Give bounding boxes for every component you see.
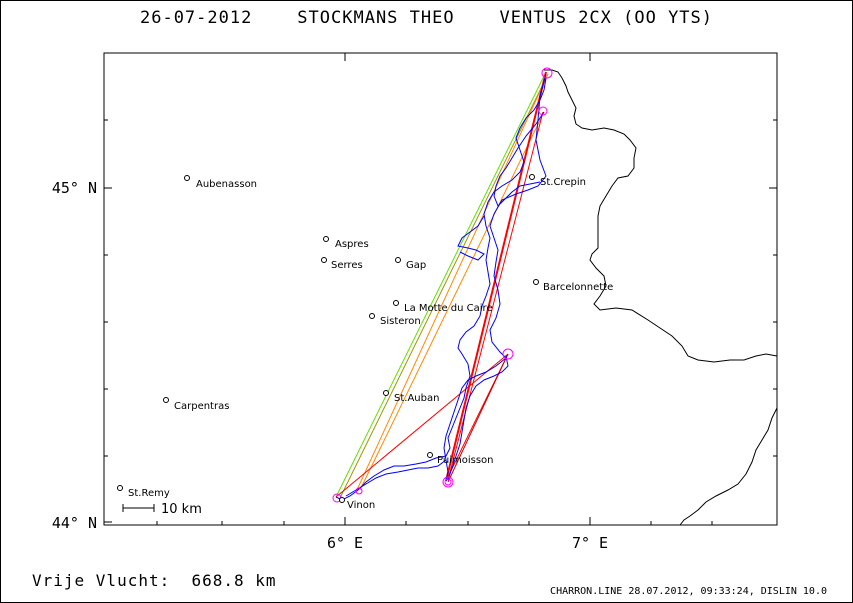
town-la-motte-du-caire: La Motte du Caire <box>404 303 493 314</box>
town-st-remy: St.Remy <box>128 488 170 499</box>
town-sisteron: Sisteron <box>380 316 421 327</box>
pilot-name: STOCKMANS THEO <box>297 8 455 28</box>
flight-date: 26-07-2012 <box>139 8 253 28</box>
flight-track-2 <box>443 73 547 482</box>
free-flight-distance: Vrije Vlucht: 668.8 km <box>32 571 277 590</box>
town-barcelonnette: Barcelonnette <box>543 282 613 293</box>
country-border <box>544 69 778 363</box>
town-aspres: Aspres <box>335 239 369 250</box>
coast-border <box>679 407 778 526</box>
town-st-crepin: St.Crepin <box>540 177 586 188</box>
distance-value: 668.8 km <box>191 571 277 590</box>
scale-bar-label: 10 km <box>161 502 202 517</box>
town-aubenasson: Aubenasson <box>196 179 257 190</box>
credit-line: CHARRON.LINE 28.07.2012, 09:33:24, DISLI… <box>550 586 827 597</box>
turnpoint-east <box>502 348 514 360</box>
glider-name: VENTUS 2CX (OO YTS) <box>499 8 714 28</box>
flight-track-4 <box>345 355 509 497</box>
flight-legs <box>335 71 549 499</box>
town-puimoisson: Puimoisson <box>437 455 493 466</box>
flight-title: 26-07-2012 STOCKMANS THEO VENTUS 2CX (OO… <box>0 8 853 28</box>
town-gap: Gap <box>406 260 426 271</box>
town-serres: Serres <box>331 260 363 271</box>
turnpoint-puimoisson <box>442 476 454 488</box>
town-carpentras: Carpentras <box>174 401 229 412</box>
turnpoint-north <box>541 67 553 79</box>
plot-border <box>103 52 778 526</box>
town-st-auban: St.Auban <box>394 393 439 404</box>
lon-label-7: 7° E <box>572 534 608 552</box>
turnpoint-puimoisson-inner <box>444 478 452 486</box>
town-vinon: Vinon <box>347 500 375 511</box>
lat-label-44: 44° N <box>52 514 97 532</box>
flight-track-3 <box>457 111 545 261</box>
distance-label: Vrije Vlucht: <box>32 571 171 590</box>
lon-label-6: 6° E <box>327 534 363 552</box>
flight-track <box>335 77 547 501</box>
turnpoint-vinon-2 <box>355 487 363 495</box>
scale-bar <box>122 504 155 512</box>
axis-ticks <box>104 53 777 525</box>
town-markers <box>117 174 539 503</box>
lat-label-45: 45° N <box>52 179 97 197</box>
turnpoint-2 <box>538 106 548 116</box>
